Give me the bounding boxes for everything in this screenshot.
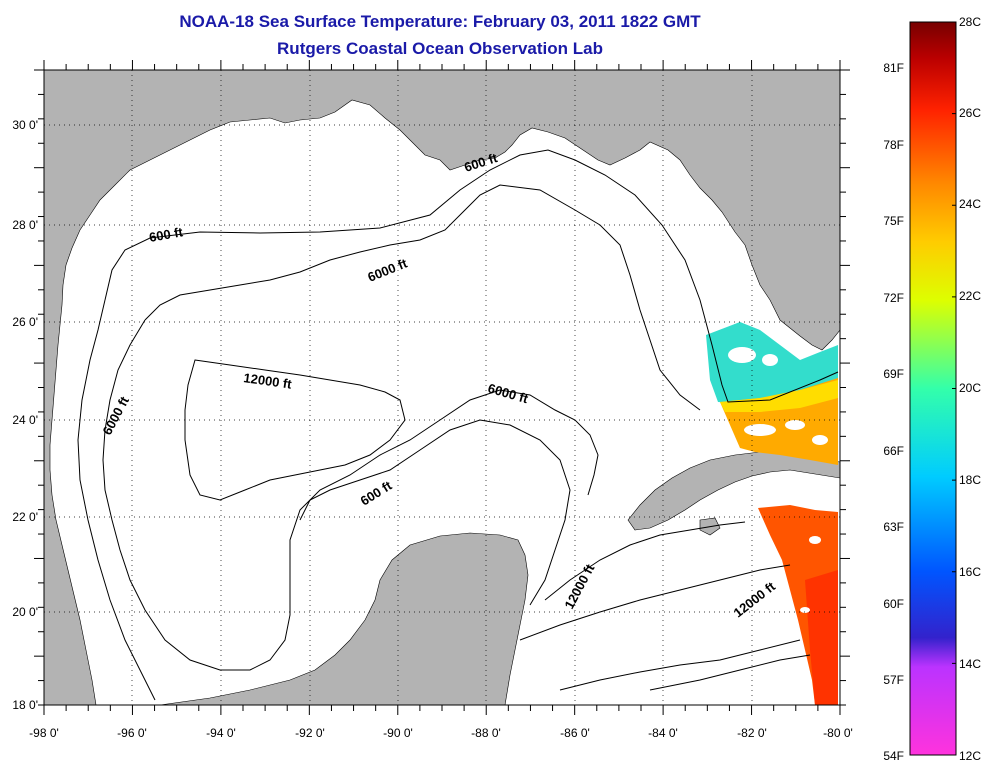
- fahrenheit-label: 78F: [883, 138, 904, 152]
- lon-label: -86 0': [560, 726, 590, 740]
- fahrenheit-label: 66F: [883, 444, 904, 458]
- colorbar-ticks: [952, 21, 956, 756]
- lon-label: -82 0': [737, 726, 767, 740]
- fahrenheit-label: 75F: [883, 214, 904, 228]
- lat-labels: 30 0' 28 0' 26 0' 24 0' 22 0' 20 0' 18 0…: [12, 118, 38, 712]
- contour-600-north-label: 600 ft: [148, 224, 185, 245]
- us-land: [44, 70, 840, 705]
- lon-labels: -98 0' -96 0' -94 0' -92 0' -90 0' -88 0…: [29, 726, 853, 740]
- celsius-label: 20C: [959, 381, 981, 395]
- contour-lines: [77, 149, 839, 701]
- celsius-label: 18C: [959, 473, 981, 487]
- colorbar-fahrenheit-labels: 81F 78F 75F 72F 69F 66F 63F 60F 57F 54F: [883, 61, 904, 763]
- lon-label: -90 0': [383, 726, 413, 740]
- lat-label: 22 0': [12, 510, 38, 524]
- lon-label: -80 0': [823, 726, 853, 740]
- lon-label: -94 0': [206, 726, 236, 740]
- fahrenheit-label: 57F: [883, 673, 904, 687]
- fahrenheit-label: 81F: [883, 61, 904, 75]
- celsius-label: 28C: [959, 15, 981, 29]
- lat-label: 26 0': [12, 315, 38, 329]
- lat-label: 20 0': [12, 605, 38, 619]
- graticule: [44, 70, 840, 705]
- celsius-label: 24C: [959, 197, 981, 211]
- lon-label: -88 0': [471, 726, 501, 740]
- fahrenheit-label: 72F: [883, 291, 904, 305]
- lat-label: 18 0': [12, 698, 38, 712]
- fahrenheit-label: 63F: [883, 520, 904, 534]
- celsius-label: 16C: [959, 565, 981, 579]
- cuba-land: [627, 451, 840, 531]
- lon-label: -84 0': [648, 726, 678, 740]
- celsius-label: 12C: [959, 749, 981, 763]
- yucatan-land: [159, 532, 529, 705]
- fahrenheit-label: 69F: [883, 367, 904, 381]
- fahrenheit-label: 54F: [883, 749, 904, 763]
- colorbar: [909, 21, 957, 756]
- lat-label: 28 0': [12, 218, 38, 232]
- contour-12000-center-label: 12000 ft: [243, 370, 294, 392]
- map-title: NOAA-18 Sea Surface Temperature: Februar…: [179, 12, 701, 31]
- map-subtitle: Rutgers Coastal Ocean Observation Lab: [277, 39, 603, 58]
- cloud-patches: [728, 347, 828, 613]
- lon-label: -96 0': [117, 726, 147, 740]
- lat-label: 30 0': [12, 118, 38, 132]
- lat-label: 24 0': [12, 413, 38, 427]
- fahrenheit-label: 60F: [883, 597, 904, 611]
- celsius-label: 26C: [959, 106, 981, 120]
- frame-ticks: [34, 60, 850, 715]
- lon-label: -92 0': [295, 726, 325, 740]
- celsius-label: 22C: [959, 289, 981, 303]
- lon-label: -98 0': [29, 726, 59, 740]
- celsius-label: 14C: [959, 657, 981, 671]
- colorbar-celsius-labels: 28C 26C 24C 22C 20C 18C 16C 14C 12C: [959, 15, 981, 763]
